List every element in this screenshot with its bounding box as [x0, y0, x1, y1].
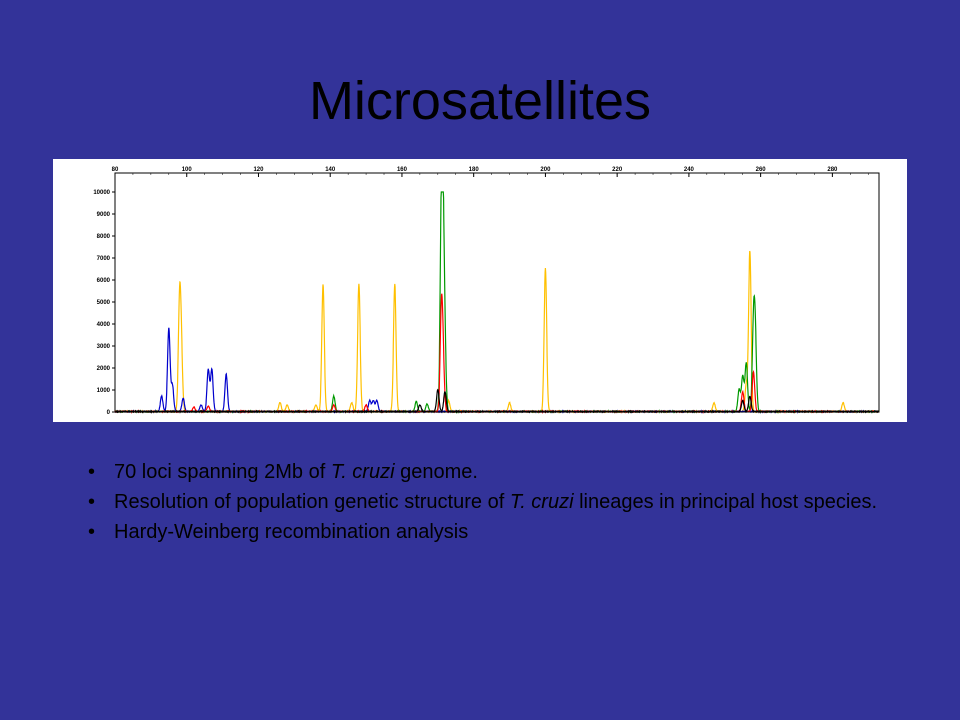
x-tick-label: 80 [112, 167, 119, 173]
y-tick-label: 10000 [93, 190, 110, 196]
species-name: T. cruzi [509, 491, 574, 513]
y-tick-label: 9000 [97, 212, 111, 218]
bullet-item: • Hardy-Weinberg recombination analysis [88, 520, 888, 544]
x-tick-label: 280 [827, 167, 838, 173]
bullet-item: • Resolution of population genetic struc… [88, 490, 888, 514]
x-tick-label: 160 [397, 167, 408, 173]
y-tick-label: 4000 [97, 322, 111, 328]
x-tick-label: 200 [540, 167, 551, 173]
chart-svg: 80 100 120 140 160 180 200 220 240 260 280 0 1000 200… [93, 167, 880, 416]
bullet-text: Resolution of population genetic structu… [114, 491, 510, 513]
y-tick-label: 3000 [97, 344, 111, 350]
x-tick-label: 120 [253, 167, 264, 173]
y-tick-label: 0 [107, 410, 111, 416]
series-trace-red [114, 293, 880, 415]
bullet-dot: • [88, 491, 96, 513]
species-name: T. cruzi [330, 461, 395, 483]
bullet-dot: • [88, 521, 96, 543]
y-tick-label: 8000 [97, 234, 111, 240]
x-tick-label: 100 [182, 167, 193, 173]
series-trace-green [114, 191, 880, 415]
slide-title: Microsatellites [308, 71, 652, 131]
y-tick-label: 2000 [97, 366, 111, 372]
series-trace-blue [114, 327, 880, 414]
y-tick-label: 7000 [97, 256, 111, 262]
x-tick-label: 240 [684, 167, 695, 173]
x-tick-label: 180 [469, 167, 480, 173]
y-tick-label: 6000 [97, 278, 111, 284]
electropherogram-chart: 80 100 120 140 160 180 200 220 240 260 280 0 1000 200… [53, 159, 907, 422]
x-tick-label: 140 [325, 167, 336, 173]
bullet-dot: • [88, 461, 96, 483]
bullet-text: 70 loci spanning 2Mb of [114, 461, 331, 483]
plot-frame [114, 172, 880, 413]
y-tick-label: 5000 [97, 300, 111, 306]
bullet-text: genome. [394, 461, 478, 483]
series-trace-yellow [114, 250, 880, 414]
bullet-text: lineages in principal host species. [573, 491, 878, 513]
bullet-text: Hardy-Weinberg recombination analysis [114, 521, 469, 543]
x-tick-label: 260 [756, 167, 767, 173]
x-tick-label: 220 [612, 167, 623, 173]
y-tick-label: 1000 [97, 388, 111, 394]
bullet-list: • 70 loci spanning 2Mb of T. cruzi genom… [88, 460, 888, 550]
bullet-item: • 70 loci spanning 2Mb of T. cruzi genom… [88, 460, 888, 484]
